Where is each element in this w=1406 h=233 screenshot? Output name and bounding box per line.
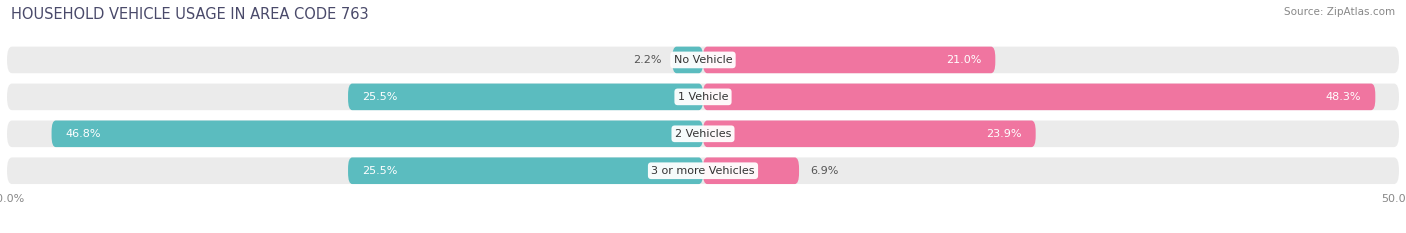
Text: 46.8%: 46.8% (66, 129, 101, 139)
FancyBboxPatch shape (703, 120, 1036, 147)
Text: No Vehicle: No Vehicle (673, 55, 733, 65)
FancyBboxPatch shape (52, 120, 703, 147)
Text: 21.0%: 21.0% (946, 55, 981, 65)
Text: 1 Vehicle: 1 Vehicle (678, 92, 728, 102)
FancyBboxPatch shape (7, 158, 1399, 184)
Text: 25.5%: 25.5% (361, 166, 398, 176)
Text: 3 or more Vehicles: 3 or more Vehicles (651, 166, 755, 176)
FancyBboxPatch shape (349, 158, 703, 184)
Text: 6.9%: 6.9% (810, 166, 838, 176)
FancyBboxPatch shape (7, 84, 1399, 110)
FancyBboxPatch shape (703, 158, 799, 184)
Text: 48.3%: 48.3% (1326, 92, 1361, 102)
FancyBboxPatch shape (7, 47, 1399, 73)
FancyBboxPatch shape (349, 84, 703, 110)
Text: 2.2%: 2.2% (633, 55, 661, 65)
FancyBboxPatch shape (703, 47, 995, 73)
Text: Source: ZipAtlas.com: Source: ZipAtlas.com (1284, 7, 1395, 17)
FancyBboxPatch shape (7, 120, 1399, 147)
Text: 2 Vehicles: 2 Vehicles (675, 129, 731, 139)
FancyBboxPatch shape (703, 84, 1375, 110)
FancyBboxPatch shape (672, 47, 703, 73)
Text: 23.9%: 23.9% (986, 129, 1022, 139)
Text: 25.5%: 25.5% (361, 92, 398, 102)
Text: HOUSEHOLD VEHICLE USAGE IN AREA CODE 763: HOUSEHOLD VEHICLE USAGE IN AREA CODE 763 (11, 7, 368, 22)
